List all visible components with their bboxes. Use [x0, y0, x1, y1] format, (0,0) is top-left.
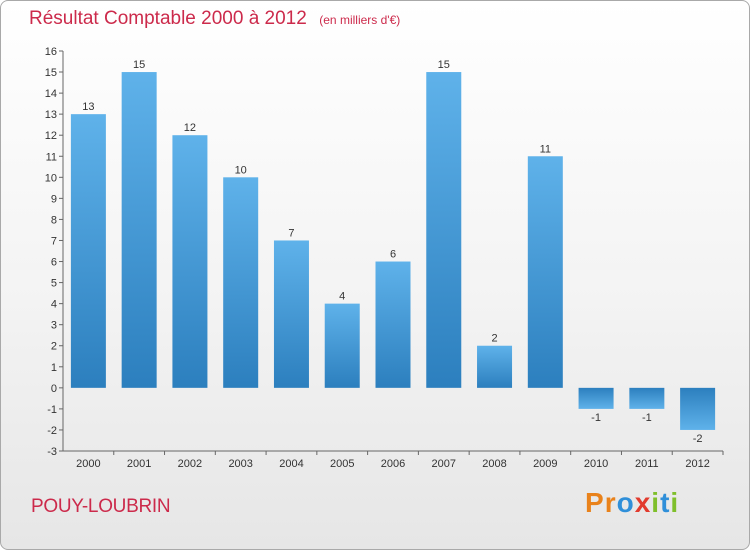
bar-2009: [527, 156, 563, 388]
data-label-2011: -1: [642, 412, 652, 424]
bar-2000: [70, 114, 106, 388]
y-tick-label: 8: [51, 214, 57, 226]
y-tick-label: 4: [51, 299, 57, 311]
y-tick-label: 3: [51, 320, 57, 332]
y-tick-label: 13: [45, 109, 57, 121]
x-tick-label: 2008: [482, 458, 506, 470]
x-tick-label: 2006: [381, 458, 405, 470]
data-label-2008: 2: [491, 333, 497, 345]
logo-letter: o: [616, 487, 635, 518]
y-tick-label: 16: [45, 46, 57, 58]
logo-letter: x: [634, 487, 652, 518]
logo-letter: r: [604, 487, 617, 518]
data-label-2006: 6: [390, 249, 396, 261]
bars: [70, 72, 716, 430]
title-block: Résultat Comptable 2000 à 2012 (en milli…: [29, 8, 400, 30]
y-tick-label: -3: [47, 446, 57, 458]
bar-2006: [375, 261, 411, 388]
x-tick-label: 2002: [178, 458, 202, 470]
y-tick-label: -1: [47, 404, 57, 416]
bar-2004: [273, 240, 309, 388]
y-tick-label: -2: [47, 425, 57, 437]
proxiti-logo: Proxiti: [585, 487, 679, 519]
x-tick-label: 2012: [685, 458, 709, 470]
logo-letter: i: [670, 487, 680, 518]
data-label-2000: 13: [82, 101, 94, 113]
data-label-2012: -2: [693, 433, 703, 445]
x-tick-label: 2004: [279, 458, 303, 470]
y-tick-label: 7: [51, 235, 57, 247]
y-tick-label: 0: [51, 383, 57, 395]
y-tick-label: 9: [51, 193, 57, 205]
y-tick-label: 5: [51, 278, 57, 290]
x-tick-label: 2001: [127, 458, 151, 470]
bar-2012: [680, 387, 716, 430]
x-tick-label: 2000: [76, 458, 100, 470]
data-label-2001: 15: [133, 59, 145, 71]
data-label-2005: 4: [339, 291, 345, 303]
y-tick-label: 10: [45, 172, 57, 184]
data-label-2004: 7: [288, 227, 294, 239]
bar-2008: [477, 345, 513, 388]
chart-title: Résultat Comptable 2000 à 2012: [29, 8, 307, 29]
data-label-2007: 15: [438, 59, 450, 71]
y-tick-label: 14: [45, 88, 57, 100]
data-label-2002: 12: [184, 122, 196, 134]
data-label-2010: -1: [591, 412, 601, 424]
x-tick-label: 2010: [584, 458, 608, 470]
y-tick-label: 2: [51, 341, 57, 353]
bar-2001: [121, 72, 157, 388]
data-label-2003: 10: [235, 164, 247, 176]
commune-name: POUY-LOUBRIN: [31, 496, 171, 517]
x-tick-label: 2009: [533, 458, 557, 470]
y-tick-label: 6: [51, 257, 57, 269]
bar-2007: [426, 72, 462, 388]
bar-2005: [324, 303, 360, 388]
y-tick-label: 11: [46, 151, 57, 163]
logo-letter: i: [651, 487, 661, 518]
y-tick-label: 12: [45, 130, 57, 142]
bar-2011: [629, 387, 665, 409]
chart-subtitle: (en milliers d'€): [319, 13, 401, 27]
y-tick-label: 15: [45, 67, 57, 79]
x-tick-label: 2003: [228, 458, 252, 470]
bar-2002: [172, 135, 208, 388]
x-tick-label: 2005: [330, 458, 354, 470]
x-tick-label: 2007: [432, 458, 456, 470]
bar-2003: [223, 177, 259, 388]
logo-letter: P: [585, 487, 605, 518]
data-label-2009: 11: [540, 143, 551, 155]
bar-2010: [578, 387, 614, 409]
data-labels: 13 15 12 10 7 4 6 15 2 11 -1 -1 -2: [82, 59, 702, 445]
logo-letter: t: [660, 487, 671, 518]
y-tick-label: 1: [51, 362, 57, 374]
x-tick-label: 2011: [635, 458, 659, 470]
